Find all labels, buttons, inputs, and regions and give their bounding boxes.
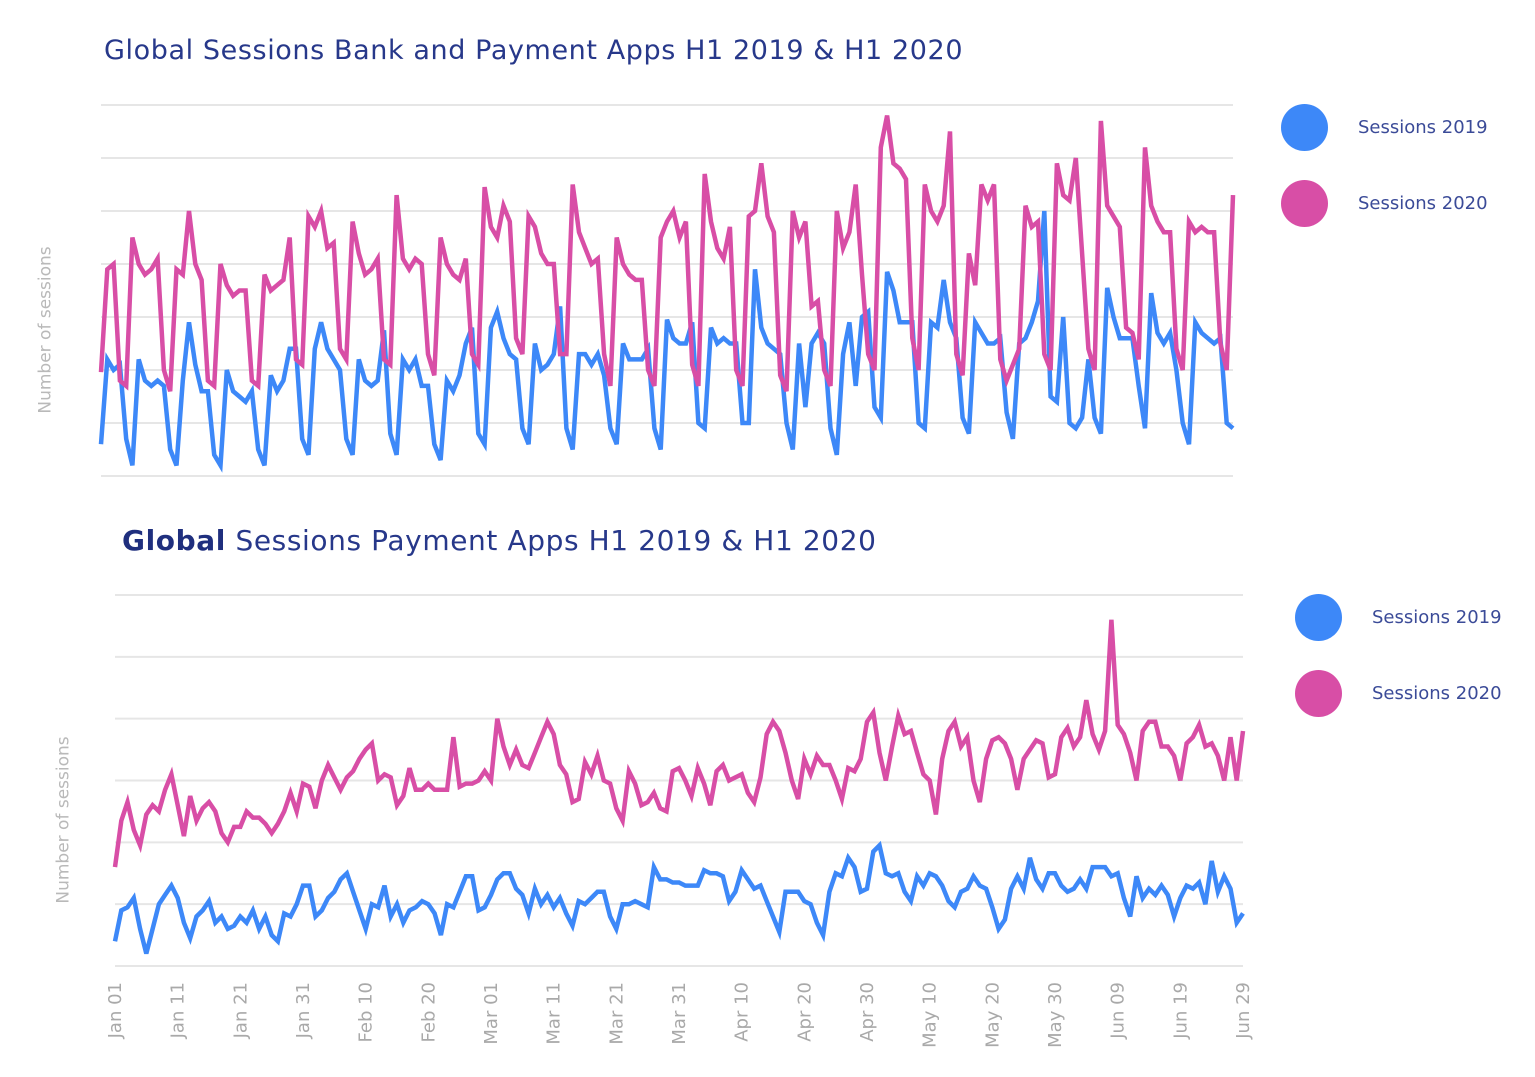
series-line-sessions-2020 — [98, 115, 1236, 393]
chart-2-title-rest: Sessions Payment Apps H1 2019 & H1 2020 — [225, 524, 877, 557]
chart-2: Jan 01 Jan 11 Jan 21 Jan 31 Feb 10 Feb 20 Mar … — [105, 594, 1254, 1048]
x-tick-label: May 10 — [920, 982, 941, 1048]
chart-2-legend: Sessions 2019 Sessions 2020 — [1295, 579, 1502, 731]
chart-2-title-bold: Global — [122, 524, 226, 557]
legend-label: Sessions 2019 — [1358, 116, 1488, 138]
x-tick-label: Apr 20 — [794, 982, 815, 1042]
chart-2-title: Global Sessions Payment Apps H1 2019 & H… — [122, 524, 877, 557]
legend-dot-2019 — [1281, 103, 1328, 151]
x-tick-label: Jun 09 — [1108, 982, 1129, 1040]
legend-dot-2020 — [1281, 179, 1328, 227]
chart-1-title: Global Sessions Bank and Payment Apps H1… — [104, 35, 964, 66]
x-tick-label: Jan 31 — [293, 982, 314, 1039]
series-line-sessions-2020 — [112, 619, 1246, 868]
x-tick-label: May 30 — [1045, 982, 1066, 1048]
x-tick-label: Mar 21 — [606, 982, 627, 1045]
x-tick-label: Jun 29 — [1233, 982, 1254, 1040]
x-tick-label: May 20 — [982, 982, 1003, 1048]
x-tick-label: Apr 30 — [857, 982, 878, 1042]
x-tick-label: Mar 31 — [669, 982, 690, 1045]
legend-label: Sessions 2020 — [1358, 192, 1488, 214]
x-tick-label: Jan 21 — [230, 982, 251, 1039]
x-tick-label: Apr 10 — [732, 982, 753, 1042]
legend-item-sessions-2020[interactable]: Sessions 2020 — [1281, 165, 1488, 241]
legend-dot-2019 — [1295, 593, 1342, 641]
x-tick-label: Mar 01 — [481, 982, 502, 1045]
legend-item-sessions-2019[interactable]: Sessions 2019 — [1295, 579, 1502, 655]
chart-1-legend: Sessions 2019 Sessions 2020 — [1281, 89, 1488, 241]
chart-1 — [98, 104, 1236, 477]
x-tick-label: Mar 11 — [544, 982, 565, 1045]
legend-label: Sessions 2020 — [1372, 682, 1502, 704]
x-tick-label: Feb 20 — [418, 982, 439, 1043]
legend-label: Sessions 2019 — [1372, 606, 1502, 628]
series-line-sessions-2019 — [112, 840, 1245, 955]
x-tick-label: Jan 11 — [168, 982, 189, 1039]
legend-dot-2020 — [1295, 669, 1342, 717]
series-line-sessions-2019 — [98, 210, 1235, 473]
x-tick-label: Jun 19 — [1170, 982, 1191, 1040]
legend-item-sessions-2019[interactable]: Sessions 2019 — [1281, 89, 1488, 165]
legend-item-sessions-2020[interactable]: Sessions 2020 — [1295, 655, 1502, 731]
x-tick-label: Jan 01 — [105, 982, 126, 1039]
x-tick-label: Feb 10 — [356, 982, 377, 1043]
